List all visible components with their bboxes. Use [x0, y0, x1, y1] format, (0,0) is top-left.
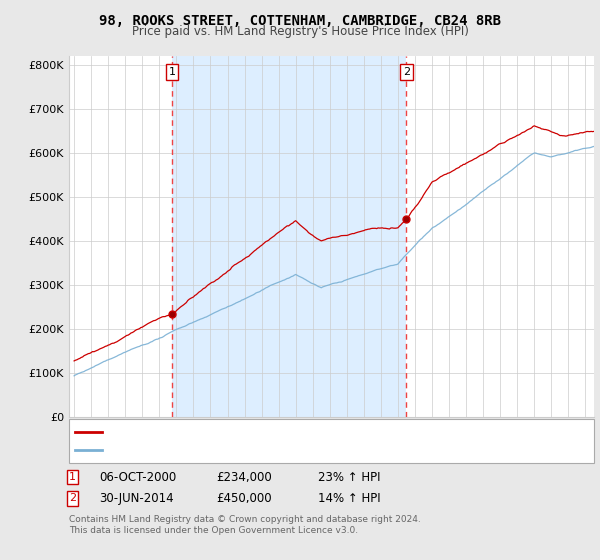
Text: 98, ROOKS STREET, COTTENHAM, CAMBRIDGE, CB24 8RB (detached house): 98, ROOKS STREET, COTTENHAM, CAMBRIDGE, … [108, 427, 479, 437]
Text: This data is licensed under the Open Government Licence v3.0.: This data is licensed under the Open Gov… [69, 526, 358, 535]
Text: £450,000: £450,000 [216, 492, 272, 505]
Text: 14% ↑ HPI: 14% ↑ HPI [318, 492, 380, 505]
Text: 98, ROOKS STREET, COTTENHAM, CAMBRIDGE, CB24 8RB: 98, ROOKS STREET, COTTENHAM, CAMBRIDGE, … [99, 14, 501, 28]
Text: 1: 1 [69, 472, 76, 482]
Text: 06-OCT-2000: 06-OCT-2000 [99, 470, 176, 484]
Text: HPI: Average price, detached house, South Cambridgeshire: HPI: Average price, detached house, Sout… [108, 445, 398, 455]
Text: 2: 2 [403, 67, 410, 77]
Text: 30-JUN-2014: 30-JUN-2014 [99, 492, 173, 505]
Text: £234,000: £234,000 [216, 470, 272, 484]
Bar [172, 56, 406, 417]
Text: Contains HM Land Registry data © Crown copyright and database right 2024.: Contains HM Land Registry data © Crown c… [69, 515, 421, 524]
Text: 23% ↑ HPI: 23% ↑ HPI [318, 470, 380, 484]
Text: Price paid vs. HM Land Registry's House Price Index (HPI): Price paid vs. HM Land Registry's House … [131, 25, 469, 38]
Text: 2: 2 [69, 493, 76, 503]
Text: 1: 1 [169, 67, 176, 77]
